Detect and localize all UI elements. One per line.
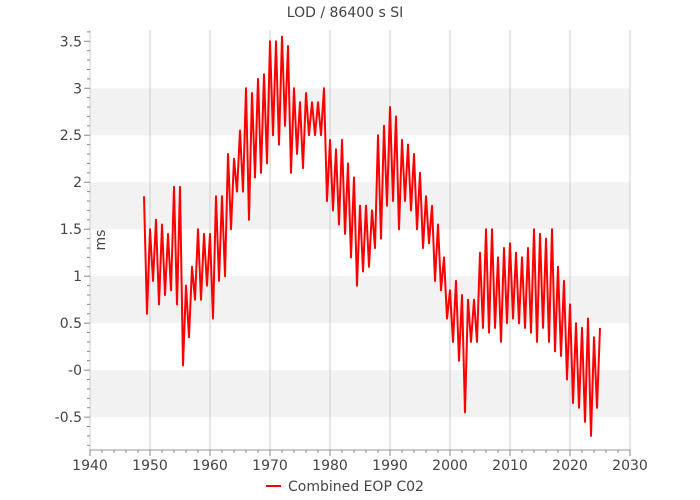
background-bands — [90, 88, 630, 418]
x-tick-label: 1940 — [72, 458, 108, 474]
legend: Combined EOP C02 — [266, 479, 424, 495]
x-tick-label: 2020 — [552, 458, 588, 474]
background-band — [90, 370, 630, 418]
x-tick-label: 1960 — [192, 458, 228, 474]
y-tick-label: -0 — [68, 363, 82, 379]
x-tick-label: 2030 — [612, 458, 648, 474]
y-tick-label: 2 — [73, 175, 82, 191]
x-tick-label: 2010 — [492, 458, 528, 474]
x-tick-label: 1980 — [312, 458, 348, 474]
legend-label: Combined EOP C02 — [288, 479, 424, 495]
x-tick-label: 1990 — [372, 458, 408, 474]
x-axis-ticks: 1940 1950 1960 1970 1980 1990 2000 2010 2020 2030 — [72, 449, 648, 474]
y-tick-label: 3.5 — [60, 34, 82, 50]
series-line — [143, 35, 601, 437]
x-tick-label: 1950 — [132, 458, 168, 474]
y-axis-ticks: -0.5 -0 0.5 1 1.5 2 2.5 3 3.5 — [55, 31, 90, 446]
series-layer — [143, 35, 601, 437]
x-tick-label: 1970 — [252, 458, 288, 474]
y-tick-label: 0.5 — [60, 316, 82, 332]
background-band — [90, 276, 630, 324]
y-axis-title: ms — [93, 230, 109, 251]
y-tick-label: 1 — [73, 269, 82, 285]
y-tick-label: 3 — [73, 81, 82, 97]
y-tick-label: 1.5 — [60, 222, 82, 238]
chart-title: LOD / 86400 s SI — [287, 5, 403, 21]
y-tick-label: 2.5 — [60, 128, 82, 144]
background-band — [90, 88, 630, 136]
x-tick-label: 2000 — [432, 458, 468, 474]
y-tick-label: -0.5 — [55, 410, 82, 426]
